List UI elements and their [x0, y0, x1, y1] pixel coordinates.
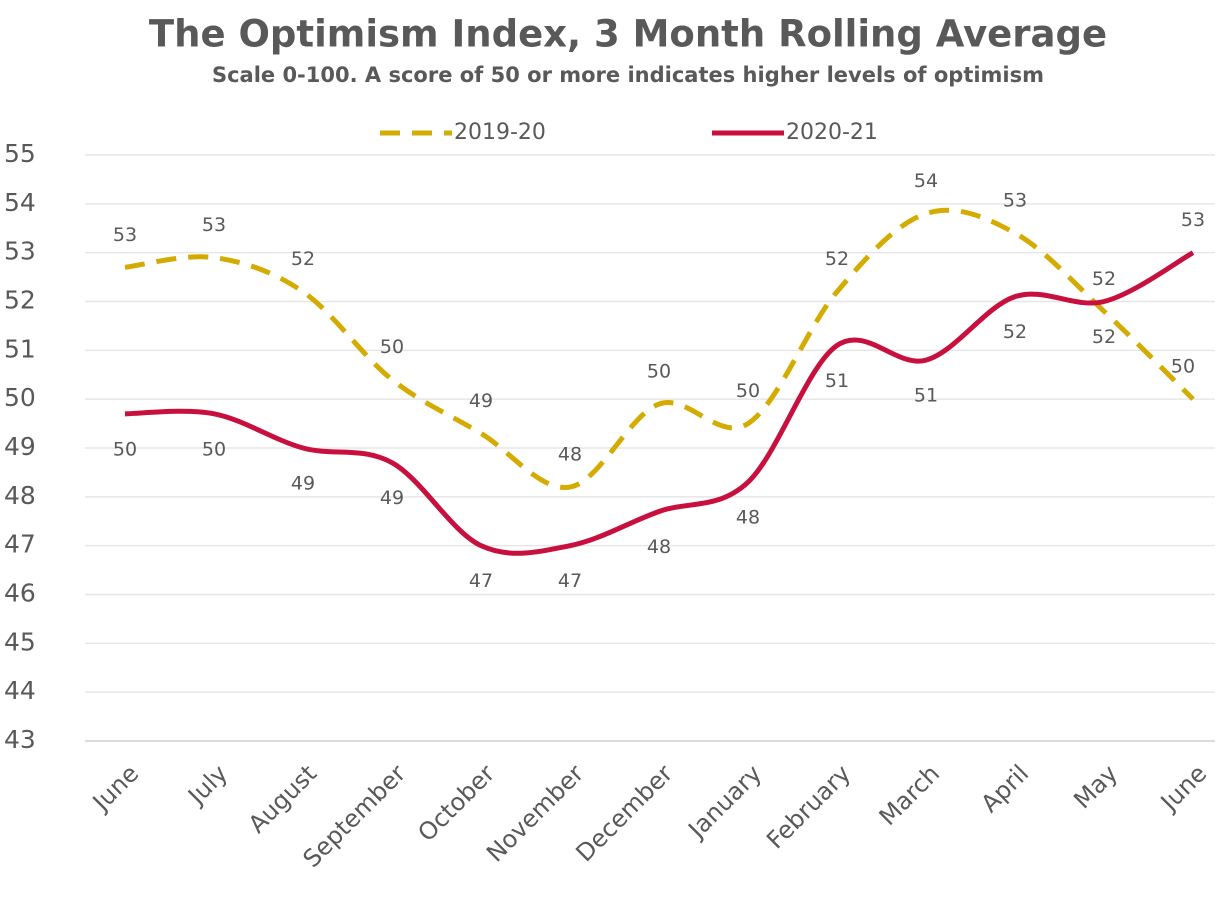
data-label: 51: [914, 385, 938, 407]
y-tick-label: 47: [4, 530, 36, 559]
data-label: 50: [647, 361, 671, 383]
data-label: 54: [914, 170, 938, 192]
y-tick-label: 49: [4, 432, 36, 461]
y-tick-label: 53: [4, 237, 36, 266]
y-tick-label: 48: [4, 481, 36, 510]
chart-title: The Optimism Index, 3 Month Rolling Aver…: [149, 13, 1107, 56]
data-label: 50: [1171, 356, 1195, 378]
data-label: 50: [113, 438, 137, 460]
x-tick-label: June: [86, 759, 144, 817]
x-tick-label: February: [761, 759, 856, 854]
y-tick-label: 44: [4, 676, 36, 705]
x-tick-label: July: [181, 759, 233, 811]
data-label: 47: [469, 570, 493, 592]
y-tick-label: 51: [4, 334, 36, 363]
data-label: 52: [825, 248, 849, 270]
data-label: 52: [1092, 326, 1116, 348]
data-label: 48: [647, 536, 671, 558]
data-label: 53: [202, 214, 226, 236]
x-tick-label: May: [1068, 759, 1123, 814]
x-tick-label: December: [570, 759, 678, 867]
x-tick-label: June: [1154, 759, 1212, 817]
x-tick-label: October: [412, 759, 500, 847]
data-label: 48: [736, 507, 760, 529]
x-tick-label: March: [874, 759, 946, 831]
data-label: 47: [558, 570, 582, 592]
data-label: 50: [202, 438, 226, 460]
y-tick-label: 54: [4, 188, 36, 217]
y-tick-label: 46: [4, 579, 36, 608]
data-label: 52: [1003, 321, 1027, 343]
y-tick-label: 52: [4, 286, 36, 315]
data-label: 53: [113, 224, 137, 246]
y-tick-label: 55: [4, 139, 36, 168]
series-line: [124, 207, 1195, 490]
data-label: 52: [1092, 268, 1116, 290]
legend-label: 2020-21: [786, 120, 878, 145]
y-tick-label: 50: [4, 383, 36, 412]
series-line: [124, 250, 1195, 556]
data-label: 49: [380, 487, 404, 509]
data-label: 52: [291, 248, 315, 270]
x-tick-label: January: [682, 759, 768, 845]
data-label: 49: [469, 390, 493, 412]
legend-label: 2019-20: [454, 120, 546, 145]
y-tick-label: 43: [4, 725, 36, 754]
y-tick-label: 45: [4, 627, 36, 656]
data-label: 53: [1181, 209, 1205, 231]
data-label: 50: [380, 336, 404, 358]
data-label: 49: [291, 473, 315, 495]
chart-subtitle: Scale 0-100. A score of 50 or more indic…: [212, 63, 1044, 87]
data-label: 53: [1003, 190, 1027, 212]
data-label: 51: [825, 370, 849, 392]
data-label: 50: [736, 380, 760, 402]
x-tick-label: August: [243, 759, 322, 838]
x-tick-label: April: [976, 759, 1035, 818]
data-label: 48: [558, 444, 582, 466]
